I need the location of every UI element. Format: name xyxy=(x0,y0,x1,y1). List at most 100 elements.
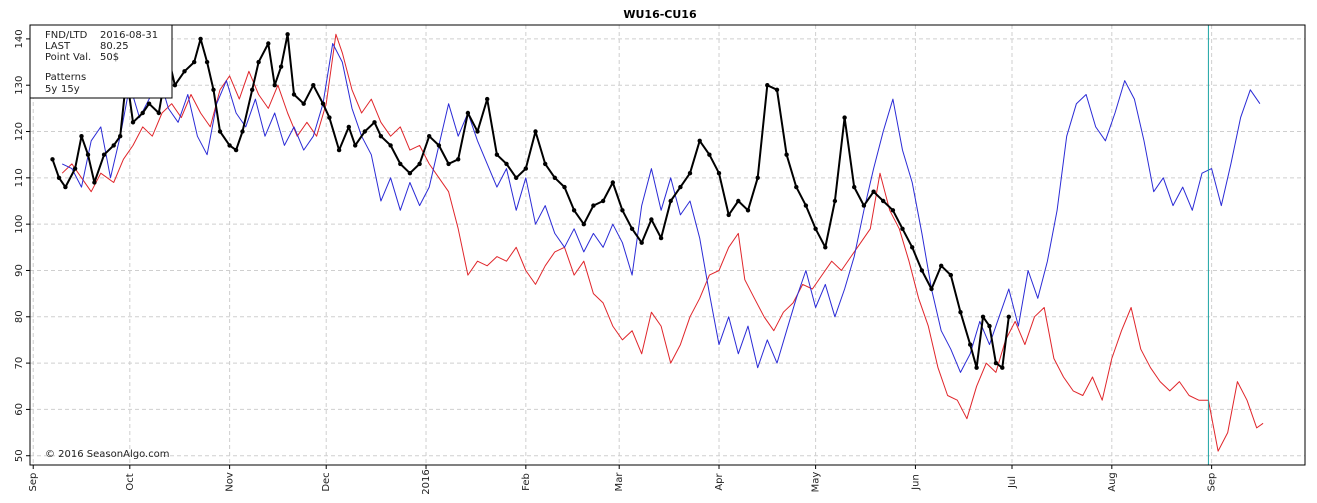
series-point xyxy=(436,143,442,148)
info-last-label: LAST xyxy=(45,41,71,52)
x-axis: Sep Oct Nov Dec 2016 Feb Mar Apr May Jun Jul Aug Sep xyxy=(28,465,1218,495)
series-point xyxy=(372,120,377,125)
series-point xyxy=(716,171,722,176)
series-point xyxy=(958,310,963,315)
series-point xyxy=(465,110,471,116)
series-point xyxy=(417,161,422,167)
series-point xyxy=(591,203,596,208)
series-point xyxy=(285,32,290,37)
series-point xyxy=(327,115,332,120)
series-point xyxy=(910,245,915,250)
x-tick-label: May xyxy=(811,472,822,493)
info-last-value: 80.25 xyxy=(100,41,129,52)
series-point xyxy=(974,365,979,370)
series-point xyxy=(320,101,326,106)
series-point xyxy=(240,129,245,134)
series-point xyxy=(291,92,297,97)
y-axis: 50 60 70 80 90 100 110 120 130 140 xyxy=(14,29,30,462)
series-line-5y xyxy=(61,33,1264,452)
series-point xyxy=(198,36,203,42)
series-point xyxy=(130,120,136,125)
series-point xyxy=(146,101,152,106)
series-point xyxy=(939,263,944,268)
series-point xyxy=(407,171,413,176)
series-point xyxy=(485,96,490,102)
series-point xyxy=(504,161,509,167)
series-point xyxy=(494,152,500,157)
series-point xyxy=(562,184,567,190)
x-tick-label: Jul xyxy=(1007,476,1018,489)
series-point xyxy=(272,83,277,88)
y-tick-label: 130 xyxy=(14,76,25,95)
series-point xyxy=(79,134,84,139)
series-point xyxy=(871,189,876,194)
series-point xyxy=(336,147,342,153)
series-point xyxy=(687,171,693,176)
series-point xyxy=(192,59,197,65)
legend-title: Patterns xyxy=(45,72,86,83)
series-point xyxy=(378,134,384,139)
series-point xyxy=(85,152,91,157)
series-layer xyxy=(50,32,1264,452)
series-point xyxy=(256,59,261,65)
series-point xyxy=(765,83,770,88)
y-tick-label: 110 xyxy=(14,168,25,187)
series-point xyxy=(63,184,68,190)
series-point xyxy=(514,175,519,180)
series-point xyxy=(948,272,953,278)
series-point xyxy=(118,134,123,139)
series-point xyxy=(111,143,116,148)
grid-layer xyxy=(30,25,1305,465)
series-point xyxy=(533,129,538,134)
series-point xyxy=(92,180,97,185)
x-tick-label: Mar xyxy=(614,472,625,492)
y-tick-label: 70 xyxy=(14,357,25,370)
x-tick-label: Sep xyxy=(1207,473,1218,492)
series-point xyxy=(227,143,232,148)
series-point xyxy=(581,222,586,227)
info-pointval-label: Point Val. xyxy=(45,52,91,63)
y-tick-label: 120 xyxy=(14,122,25,141)
y-tick-label: 100 xyxy=(14,215,25,234)
info-box: FND/LTD 2016-08-31 LAST 80.25 Point Val.… xyxy=(29,24,173,99)
series-point xyxy=(446,161,451,167)
series-line-15y xyxy=(61,43,1261,373)
info-box-frame xyxy=(29,24,173,99)
copyright-text: © 2016 SeasonAlgo.com xyxy=(45,449,170,460)
series-point xyxy=(182,69,187,74)
series-point xyxy=(56,175,62,180)
series-point xyxy=(745,208,751,213)
series-point xyxy=(929,286,934,292)
series-point xyxy=(678,184,683,190)
series-point xyxy=(353,143,358,148)
x-tick-label: Nov xyxy=(225,472,236,492)
series-point xyxy=(919,268,925,273)
series-point xyxy=(552,175,557,180)
x-tick-label: Aug xyxy=(1107,472,1118,492)
legend-entry-5y: 5y xyxy=(45,84,57,95)
series-point xyxy=(987,323,992,329)
series-point xyxy=(388,143,393,148)
series-point xyxy=(266,41,271,46)
series-point xyxy=(823,245,828,250)
series-line-wu16-cu16 xyxy=(51,33,1010,369)
series-point xyxy=(50,157,55,162)
chart-title: WU16-CU16 xyxy=(623,8,697,21)
x-tick-label: Jun xyxy=(910,474,921,491)
y-tick-label: 50 xyxy=(14,449,25,462)
series-point xyxy=(217,129,223,134)
series-point xyxy=(881,198,886,204)
series-point xyxy=(1006,314,1011,319)
info-fnd-value: 2016-08-31 xyxy=(100,30,158,41)
x-tick-label: Sep xyxy=(28,473,39,492)
series-point xyxy=(204,59,210,65)
series-point xyxy=(861,203,867,208)
plot-frame xyxy=(29,24,1306,466)
series-point xyxy=(813,226,818,231)
series-point xyxy=(794,184,799,190)
series-point xyxy=(600,198,606,204)
info-pointval-value: 50$ xyxy=(100,52,119,63)
series-point xyxy=(311,83,316,88)
